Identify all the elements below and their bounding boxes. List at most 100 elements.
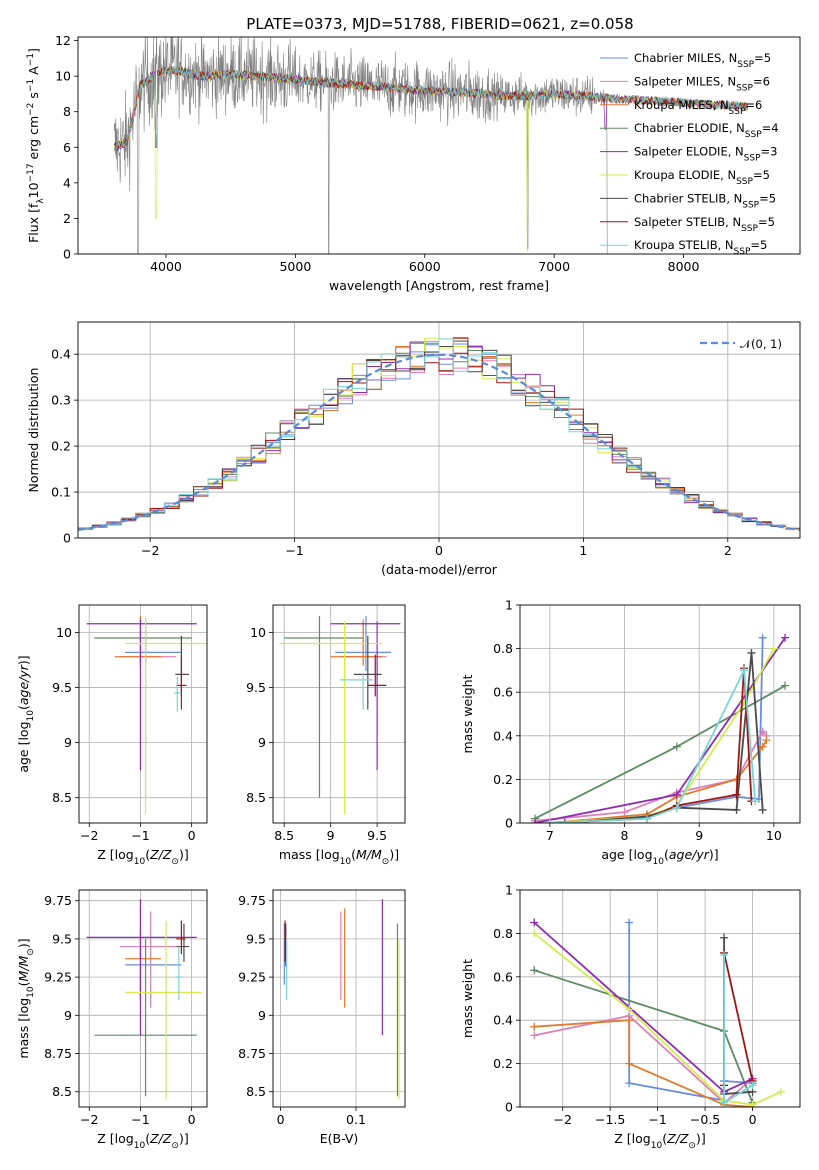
y-tick-label: 12 xyxy=(55,33,71,48)
axes-mass_vs_EBV: 0 0.1 8.5 8.75 9 9.25 9.5 9.75 E(B-V) xyxy=(238,889,406,1146)
x-axis-label: E(B-V) xyxy=(320,1131,359,1146)
weight-marker xyxy=(530,966,539,975)
plot-area-weight_vs_Z xyxy=(520,890,800,1107)
y-axis-label: mass weight xyxy=(460,959,475,1038)
weight-marker xyxy=(720,933,729,942)
x-tick-label: 5000 xyxy=(279,259,311,274)
weight-series-0 xyxy=(628,922,753,1102)
weight-marker xyxy=(560,819,569,823)
weight-marker xyxy=(530,1031,539,1040)
y-tick-label: 0 xyxy=(505,816,513,831)
y-tick-label: 9.25 xyxy=(44,970,72,985)
x-tick-label: 9.5 xyxy=(367,828,387,843)
errorbar-point xyxy=(176,654,187,697)
x-tick-label: −1 xyxy=(131,828,149,843)
weight-marker xyxy=(625,1016,634,1025)
x-tick-label: 0 xyxy=(188,1112,196,1127)
plot-area-mass_vs_Z xyxy=(79,890,207,1107)
x-tick-label: 9 xyxy=(695,828,703,843)
y-tick-label: 8.5 xyxy=(246,790,266,805)
legend-entry: 𝒩(0, 1) xyxy=(740,337,782,351)
weight-marker xyxy=(769,644,778,653)
weight-marker xyxy=(748,1081,757,1090)
weight-marker xyxy=(530,918,539,927)
y-tick-label: 0.8 xyxy=(493,926,513,941)
x-tick-label: 1 xyxy=(579,543,587,558)
y-tick-label: 9.5 xyxy=(52,931,72,946)
x-tick-label: −1 xyxy=(285,543,303,558)
y-tick-label: 8.75 xyxy=(238,1046,266,1061)
axes-mass_vs_Z: −2 −1 0 8.5 8.75 9 9.25 9.5 9.75 Z [log10(Z/Z⊙)] m… xyxy=(16,889,208,1151)
x-tick-label: −1.5 xyxy=(595,1112,625,1127)
y-tick-label: 9.5 xyxy=(246,680,266,695)
weight-marker xyxy=(625,1079,634,1088)
weight-marker xyxy=(720,1098,729,1107)
legend-entry: Chabrier ELODIE, NSSP=4 xyxy=(634,121,779,140)
y-tick-label: 8 xyxy=(63,104,71,119)
x-tick-label: −0.5 xyxy=(690,1112,720,1127)
legend-entry: Chabrier MILES, NSSP=5 xyxy=(634,51,771,70)
y-axis-label: age [log10(age/yr)] xyxy=(16,655,36,772)
legend-entry: Kroupa MILES, NSSP=6 xyxy=(634,98,762,117)
weight-marker xyxy=(751,797,760,806)
weight-marker xyxy=(740,666,748,675)
legend-entry: Salpeter ELODIE, NSSP=3 xyxy=(634,145,777,164)
y-tick-label: 0.2 xyxy=(51,439,71,454)
y-tick-label: 9.25 xyxy=(238,970,266,985)
axes-frame xyxy=(78,889,208,1108)
plot-area-spectrum xyxy=(113,37,749,254)
y-tick-label: 0.6 xyxy=(493,969,513,984)
axes-frame xyxy=(78,604,208,824)
y-tick-label: 0.8 xyxy=(493,641,513,656)
weight-marker xyxy=(777,1087,786,1096)
weight-marker xyxy=(781,681,790,690)
weight-marker xyxy=(781,633,790,642)
weight-series-1 xyxy=(534,729,768,822)
figure-title: PLATE=0373, MJD=51788, FIBERID=0621, z=0… xyxy=(246,15,633,33)
errorbar-point xyxy=(353,635,382,710)
errorbar-point xyxy=(125,908,161,1001)
x-tick-label: −2 xyxy=(141,543,159,558)
y-tick-label: 2 xyxy=(63,211,71,226)
x-axis-label: Z [log10(Z/Z⊙)] xyxy=(614,1131,705,1151)
y-tick-label: 9 xyxy=(64,1008,72,1023)
y-tick-label: 8.5 xyxy=(52,1084,72,1099)
axes-frame xyxy=(77,321,801,539)
errorbar-point xyxy=(330,621,401,771)
errorbar-point xyxy=(176,923,190,962)
plot-area-residuals xyxy=(78,322,800,538)
weight-marker xyxy=(758,727,767,736)
y-tick-label: 0.4 xyxy=(493,1013,513,1028)
weight-marker xyxy=(758,805,767,814)
legend-entry: Kroupa STELIB, NSSP=5 xyxy=(634,238,767,257)
x-axis-label: wavelength [Angstrom, rest frame] xyxy=(329,278,549,293)
axes-frame xyxy=(272,604,406,824)
x-tick-label: −2 xyxy=(80,828,98,843)
x-tick-label: 7 xyxy=(546,828,554,843)
legend-entry: Salpeter MILES, NSSP=6 xyxy=(634,74,770,93)
y-tick-label: 10 xyxy=(55,69,71,84)
y-tick-label: 9.5 xyxy=(52,680,72,695)
x-tick-label: 0 xyxy=(749,1112,757,1127)
x-tick-label: −1 xyxy=(131,1112,149,1127)
y-tick-label: 9.75 xyxy=(238,893,266,908)
errorbar-point xyxy=(125,920,202,1100)
y-tick-label: 0.4 xyxy=(51,347,71,362)
y-tick-label: 9 xyxy=(258,1008,266,1023)
x-tick-label: −2 xyxy=(553,1112,571,1127)
legend-entry: Salpeter STELIB, NSSP=5 xyxy=(634,215,775,234)
axes-frame xyxy=(519,889,801,1108)
weight-marker xyxy=(530,929,539,938)
weight-marker xyxy=(530,1022,539,1031)
axes-residuals: −2 −1 0 1 2 0 0.1 0.2 0.3 0.4 𝒩(0, 1) (data-model)/… xyxy=(26,321,801,577)
errorbar-point xyxy=(174,676,182,712)
axes-weight_vs_age: 7 8 9 10 0 0.2 0.4 0.6 0.8 1 mass weight age [log10… xyxy=(460,598,801,867)
x-tick-label: 0 xyxy=(435,543,443,558)
x-tick-label: 8.5 xyxy=(274,828,294,843)
weight-marker xyxy=(530,819,539,823)
axes-frame xyxy=(272,889,406,1108)
y-tick-label: 0.2 xyxy=(493,1056,513,1071)
errorbar-point xyxy=(175,946,183,1001)
weight-series-6 xyxy=(564,652,764,823)
weight-marker xyxy=(732,790,741,799)
